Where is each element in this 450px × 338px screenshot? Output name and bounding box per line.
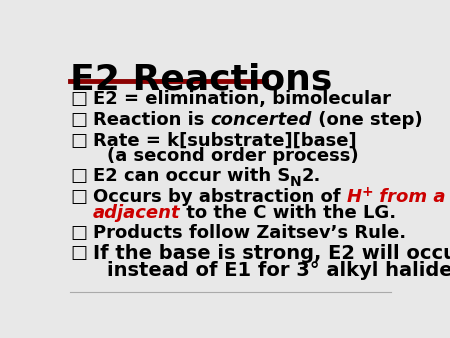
Text: E2 = elimination, bimolecular: E2 = elimination, bimolecular [93, 90, 391, 108]
Text: □: □ [70, 111, 87, 129]
Text: Products follow Zaitsev’s Rule.: Products follow Zaitsev’s Rule. [93, 224, 406, 242]
Text: Rate = k[substrate][base]: Rate = k[substrate][base] [93, 132, 356, 150]
Text: concerted: concerted [211, 111, 312, 129]
Text: □: □ [70, 90, 87, 108]
Text: □: □ [70, 167, 87, 186]
Text: □: □ [70, 188, 87, 206]
Text: to the C with the LG.: to the C with the LG. [180, 204, 396, 222]
Text: E2 Reactions: E2 Reactions [70, 63, 333, 97]
Text: If the base is strong, E2 will occur: If the base is strong, E2 will occur [93, 244, 450, 263]
Text: +: + [362, 185, 374, 198]
Text: H: H [347, 188, 362, 206]
Text: E2 can occur with S: E2 can occur with S [93, 167, 290, 186]
Text: 2.: 2. [302, 167, 321, 186]
Text: □: □ [70, 244, 87, 262]
Text: □: □ [70, 224, 87, 242]
Text: (one step): (one step) [312, 111, 423, 129]
Text: (a second order process): (a second order process) [107, 147, 359, 165]
Text: Occurs by abstraction of: Occurs by abstraction of [93, 188, 347, 206]
Text: instead of E1 for 3° alkyl halides.: instead of E1 for 3° alkyl halides. [107, 261, 450, 281]
Text: □: □ [70, 132, 87, 150]
Text: N: N [290, 175, 302, 189]
Text: adjacent: adjacent [93, 204, 180, 222]
Text: from a C: from a C [374, 188, 450, 206]
Text: Reaction is: Reaction is [93, 111, 211, 129]
